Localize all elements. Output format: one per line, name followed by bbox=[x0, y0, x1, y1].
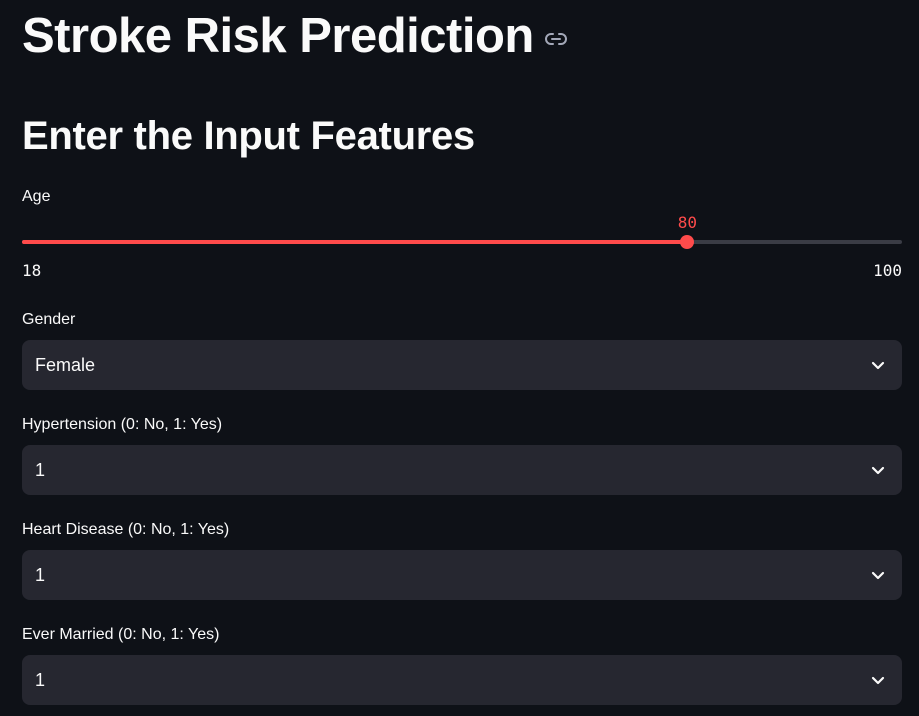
link-icon[interactable] bbox=[544, 27, 568, 51]
page-title: Stroke Risk Prediction bbox=[22, 9, 534, 63]
gender-select[interactable]: Female bbox=[22, 340, 902, 390]
age-slider-track[interactable] bbox=[22, 240, 902, 244]
hypertension-select[interactable]: 1 bbox=[22, 445, 902, 495]
title-row: Stroke Risk Prediction bbox=[22, 4, 568, 68]
gender-label: Gender bbox=[22, 311, 76, 328]
gender-select-value: Female bbox=[35, 354, 96, 375]
heart-disease-label: Heart Disease (0: No, 1: Yes) bbox=[22, 521, 230, 538]
hypertension-select-value: 1 bbox=[35, 459, 46, 480]
age-slider-value: 80 bbox=[677, 213, 697, 232]
age-slider-thumb[interactable] bbox=[680, 235, 695, 249]
ever-married-select-value: 1 bbox=[35, 669, 46, 690]
age-label: Age bbox=[22, 188, 51, 205]
chevron-down-icon bbox=[868, 670, 888, 690]
heart-disease-select[interactable]: 1 bbox=[22, 550, 902, 600]
chevron-down-icon bbox=[868, 460, 888, 480]
age-slider-min: 18 bbox=[22, 261, 42, 280]
ever-married-label: Ever Married (0: No, 1: Yes) bbox=[22, 626, 220, 643]
chevron-down-icon bbox=[868, 355, 888, 375]
age-slider-max: 100 bbox=[873, 261, 902, 280]
age-slider-fill bbox=[22, 240, 688, 244]
age-slider[interactable]: 80 18 100 bbox=[22, 213, 902, 280]
ever-married-select[interactable]: 1 bbox=[22, 655, 902, 705]
section-heading: Enter the Input Features bbox=[22, 114, 475, 158]
hypertension-label: Hypertension (0: No, 1: Yes) bbox=[22, 416, 223, 433]
heart-disease-select-value: 1 bbox=[35, 564, 46, 585]
chevron-down-icon bbox=[868, 565, 888, 585]
